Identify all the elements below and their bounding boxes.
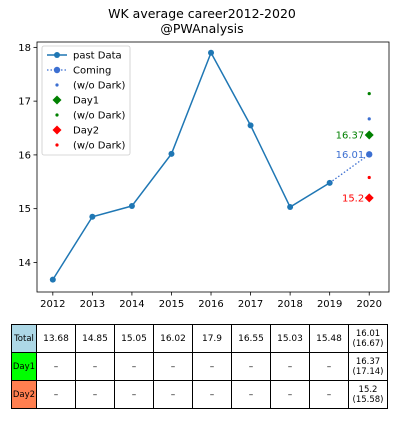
table-cell: – [114, 352, 154, 381]
chart-title: WK average career2012-2020 @PWAnalysis [0, 6, 404, 36]
legend-label: (w/o Dark) [73, 81, 125, 92]
table-cell: – [270, 380, 310, 409]
table-cell: – [309, 352, 349, 381]
plot-frame [36, 41, 390, 293]
y-tick-label: 16 [18, 150, 31, 161]
data-point-past-data [247, 122, 254, 129]
table-cell: – [270, 352, 310, 381]
data-point-coming [366, 151, 373, 158]
data-point-past-data [128, 202, 135, 209]
x-tick-label: 2018 [277, 299, 302, 310]
value-2020-without-dark: (16.67) [352, 338, 384, 349]
table-body: Total 13.68 14.85 15.05 16.02 17.9 16.55 15.03 1… [11, 324, 388, 409]
table-cell: 13.68 [36, 324, 76, 353]
plot-area: 2012 2013 2014 2015 2016 2017 2018 2019 2020 14 15… [18, 41, 390, 310]
row-header: Day1 [11, 352, 37, 381]
table-cell: 15.48 [309, 324, 349, 353]
data-table: Total 13.68 14.85 15.05 16.02 17.9 16.55 15.03 1… [11, 324, 388, 409]
table-cell-2020: 16.37 (17.14) [348, 352, 388, 381]
x-tick-label: 2014 [119, 299, 144, 310]
table-cell: 15.03 [270, 324, 310, 353]
legend-label: Coming [73, 66, 111, 77]
value-2020-without-dark: (15.58) [352, 394, 384, 405]
table-cell: – [192, 380, 232, 409]
legend-point-icon [55, 83, 59, 87]
table-row: Day2– – – – – – – –15.2 (15.58) [11, 380, 388, 409]
table-cell: – [75, 380, 115, 409]
legend-box [41, 45, 131, 156]
series-line-coming [329, 153, 370, 184]
table-cell: 16.55 [231, 324, 271, 353]
x-tick-label: 2019 [317, 299, 342, 310]
table-cell: 15.05 [114, 324, 154, 353]
data-label: 16.01 [336, 150, 365, 161]
table-cell: – [231, 380, 271, 409]
data-point-without-dark [367, 117, 371, 121]
chart-title-line-1: WK average career2012-2020 [108, 6, 296, 21]
data-point-past-data [168, 150, 175, 157]
table-cell: 16.02 [153, 324, 193, 353]
x-tick-label: 2016 [198, 299, 223, 310]
data-point-without-dark [367, 92, 371, 96]
data-point-past-data [287, 204, 294, 211]
table-cell-2020: 16.01 (16.67) [348, 324, 388, 353]
legend-label: past Data [73, 51, 122, 62]
legend-point-icon [55, 143, 59, 147]
value-2020: 15.2 [358, 384, 378, 395]
legend-diamond-icon [52, 95, 62, 105]
legend-label: (w/o Dark) [73, 111, 125, 122]
table-cell: 17.9 [192, 324, 232, 353]
legend-label: Day1 [73, 96, 99, 107]
legend-diamond-icon [52, 125, 62, 135]
row-header: Day2 [11, 380, 37, 409]
table-cell: – [36, 380, 76, 409]
legend-label: Day2 [73, 126, 99, 137]
table-cell: – [114, 380, 154, 409]
y-tick-label: 18 [18, 43, 31, 54]
table-cell: – [309, 380, 349, 409]
x-tick-label: 2013 [80, 299, 105, 310]
data-label: 15.2 [342, 193, 364, 204]
y-tick-label: 15 [18, 204, 31, 215]
chart-title-line-2: @PWAnalysis [160, 21, 244, 36]
table-cell-2020: 15.2 (15.58) [348, 380, 388, 409]
x-tick-label: 2017 [238, 299, 263, 310]
x-tick-label: 2020 [356, 299, 381, 310]
data-point-past-data [208, 49, 215, 56]
series-line-past-data [52, 50, 331, 281]
data-point-without-dark [367, 175, 371, 180]
data-point-day2 [364, 193, 374, 203]
table-cell: – [36, 352, 76, 381]
row-header: Total [11, 324, 37, 353]
data-point-day1 [364, 130, 374, 140]
table-cell: – [192, 352, 232, 381]
data-point-past-data [89, 213, 96, 220]
legend-point-icon [55, 113, 59, 117]
table-cell: 14.85 [75, 324, 115, 353]
legend-marker-icon [53, 66, 61, 74]
table-cell: – [153, 352, 193, 381]
value-2020: 16.37 [355, 356, 381, 367]
x-tick-label: 2015 [159, 299, 184, 310]
data-point-past-data [49, 276, 56, 283]
y-tick-label: 14 [18, 258, 31, 269]
data-label: 16.37 [336, 131, 365, 142]
table-cell: – [75, 352, 115, 381]
value-2020-without-dark: (17.14) [352, 366, 384, 377]
table-row: Total 13.68 14.85 15.05 16.02 17.9 16.55 15.03 1… [11, 324, 388, 353]
table-row: Day1– – – – – – – –16.37 (17.14) [11, 352, 388, 381]
value-2020: 16.01 [355, 328, 381, 339]
legend-label: (w/o Dark) [73, 141, 125, 152]
table-cell: – [153, 380, 193, 409]
legend-marker-icon [54, 52, 60, 58]
table-cell: – [231, 352, 271, 381]
x-tick-label: 2012 [40, 299, 65, 310]
y-tick-label: 17 [18, 97, 31, 108]
